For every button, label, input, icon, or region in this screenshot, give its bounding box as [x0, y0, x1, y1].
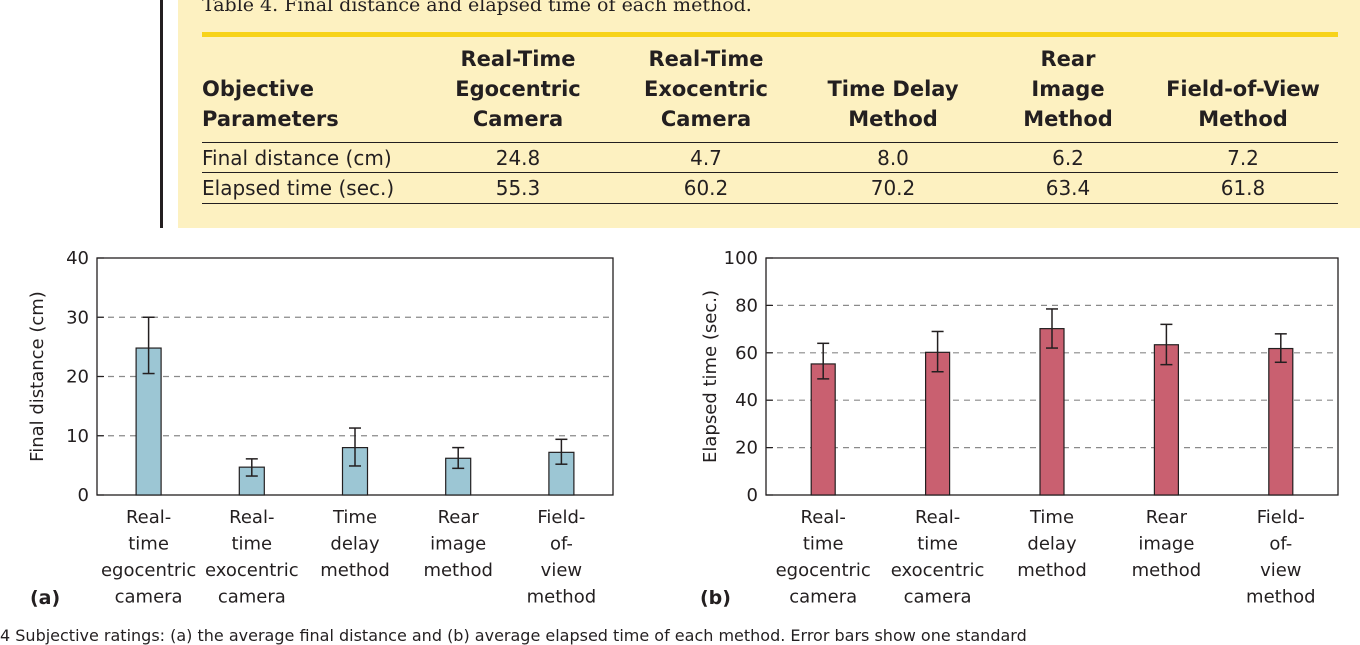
chart-1-ytick-label-5: 100 [724, 248, 758, 269]
cell-final-distance-exocentric: 4.7 [690, 146, 722, 170]
cell-final-distance-rear-image: 6.2 [1052, 146, 1084, 170]
cell-final-distance-egocentric: 24.8 [495, 146, 541, 170]
header-time-delay: Time Delay Method [827, 77, 959, 131]
chart-0-ytick-label-2: 20 [66, 367, 89, 388]
figure-footer: 4 Subjective ratings: (a) the average fi… [0, 626, 1027, 645]
cell-elapsed-time-field-of-view: 61.8 [1220, 176, 1266, 200]
chart-0-category-label-3: Rear image method [423, 507, 493, 581]
cell-elapsed-time-egocentric: 55.3 [495, 176, 541, 200]
vertical-rule [160, 0, 163, 228]
table-panel [178, 0, 1360, 228]
chart-1-bar-0 [810, 363, 836, 496]
chart-0-category-label-4: Field-of-view method [527, 507, 597, 608]
chart-1-bar-3 [1153, 344, 1180, 496]
cell-elapsed-time-time-delay: 70.2 [870, 176, 916, 200]
row-final-distance-label: Final distance (cm) [202, 146, 392, 170]
chart-1-bar-2 [1039, 328, 1065, 496]
cell-elapsed-time-rear-image: 63.4 [1045, 176, 1091, 200]
chart-1-bar-1 [924, 351, 951, 496]
chart-1-category-label-0: Real-time egocentric camera [776, 507, 871, 608]
chart-0-ytick-label-3: 30 [66, 307, 89, 328]
cell-final-distance-field-of-view: 7.2 [1227, 146, 1259, 170]
header-objective-parameters: Objective Parameters [202, 77, 339, 131]
chart-0-ytick-label-4: 40 [66, 248, 89, 269]
chart-1-ytick-label-0: 0 [747, 485, 758, 506]
chart-1-ytick-label-4: 80 [735, 295, 758, 316]
chart-0-category-label-0: Real-time egocentric camera [101, 507, 196, 608]
chart-0-category-label-1: Real-time exocentric camera [205, 507, 299, 608]
table-rule-3 [202, 203, 1338, 204]
header-rear-image: Rear Image Method [1023, 47, 1113, 131]
header-egocentric: Real-Time Egocentric Camera [455, 47, 581, 131]
chart-1-category-label-1: Real-time exocentric camera [891, 507, 985, 608]
caption-rule [202, 32, 1338, 37]
table-rule-2 [202, 172, 1338, 173]
chart-1-bar-4 [1268, 347, 1294, 496]
header-exocentric: Real-Time Exocentric Camera [643, 47, 768, 131]
table-rule-1 [202, 142, 1338, 143]
row-elapsed-time-label: Elapsed time (sec.) [202, 176, 395, 200]
chart-0-ylabel: Final distance (cm) [27, 291, 48, 462]
cell-final-distance-time-delay: 8.0 [877, 146, 909, 170]
chart-0-panel-label: (a) [30, 587, 60, 609]
chart-1-ytick-label-3: 60 [735, 343, 758, 364]
chart-1-panel-label: (b) [700, 587, 731, 609]
chart-0-ytick-label-0: 0 [78, 485, 89, 506]
chart-1-ytick-label-1: 20 [735, 438, 758, 459]
cell-elapsed-time-exocentric: 60.2 [683, 176, 729, 200]
chart-0-category-label-2: Time delay method [320, 507, 390, 581]
chart-0-ytick-label-1: 10 [66, 426, 89, 447]
chart-1-category-label-2: Time delay method [1017, 507, 1087, 581]
chart-1-ylabel: Elapsed time (sec.) [700, 290, 721, 463]
chart-1-category-label-4: Field-of-view method [1246, 507, 1316, 608]
table-caption: Table 4. Final distance and elapsed time… [202, 0, 752, 16]
chart-1-ytick-label-2: 40 [735, 390, 758, 411]
chart-1-category-label-3: Rear image method [1132, 507, 1202, 581]
header-field-of-view: Field-of-View Method [1166, 77, 1320, 131]
